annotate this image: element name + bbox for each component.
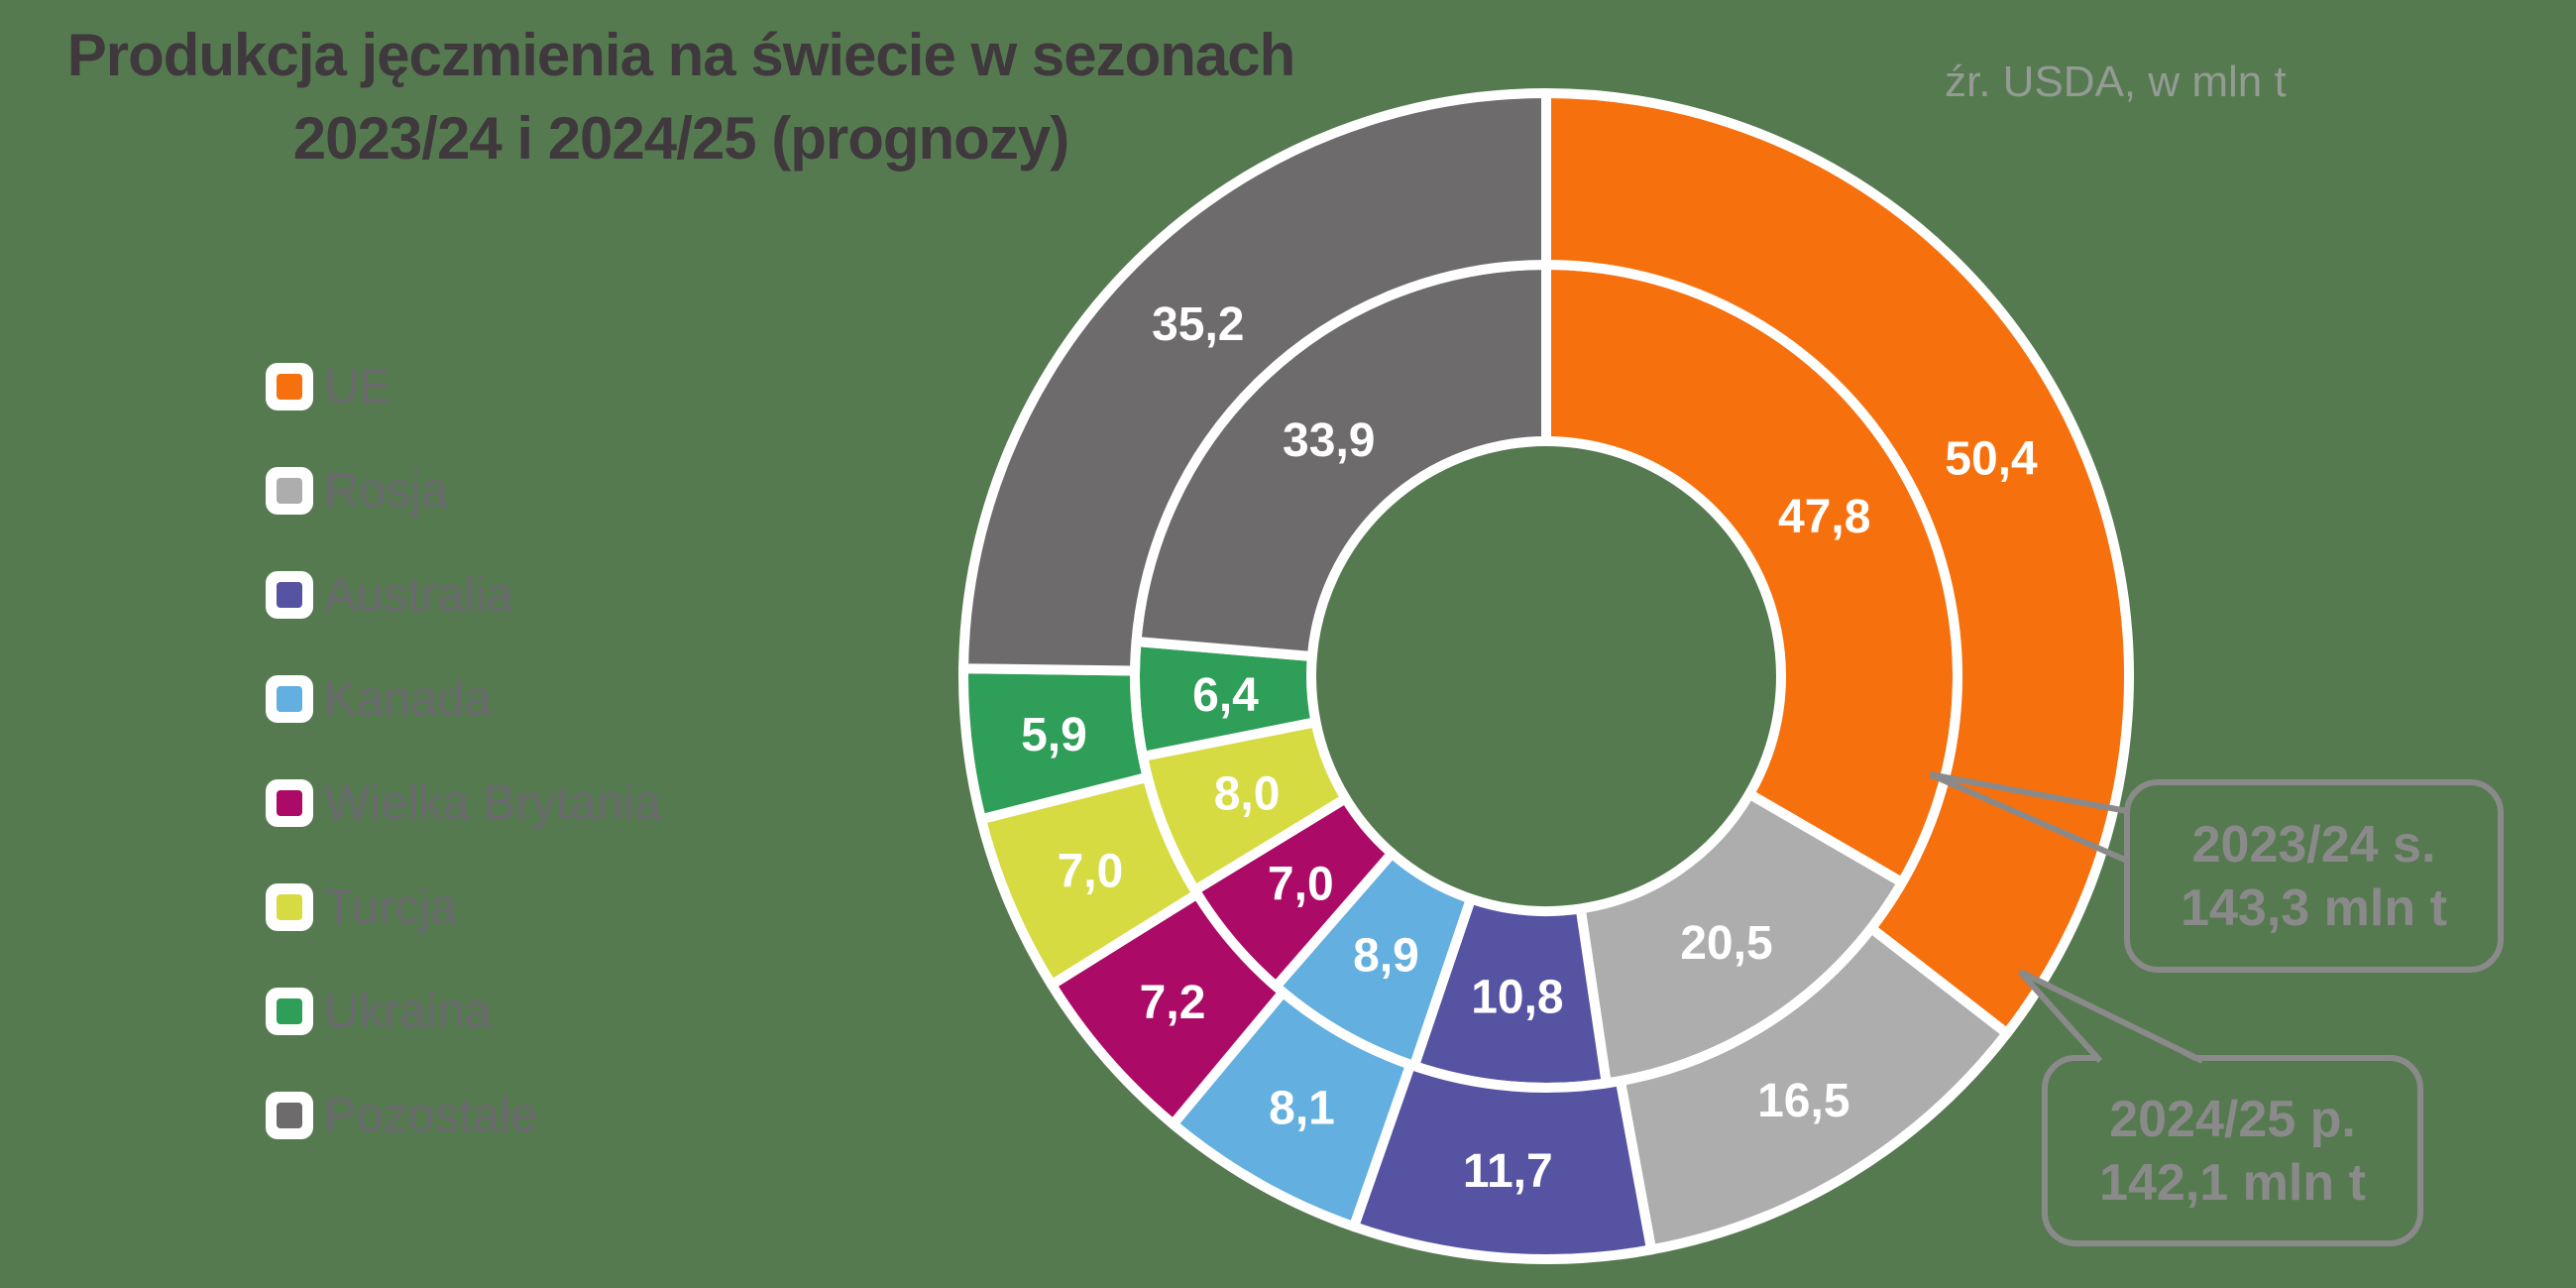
value-label-inner-australia: 10,8 bbox=[1471, 971, 1563, 1023]
value-label-inner-ukraina: 6,4 bbox=[1192, 669, 1259, 722]
legend-swatch-rosja bbox=[266, 467, 313, 515]
legend-label-ue: UE bbox=[324, 360, 392, 413]
legend-item-rosja: Rosja bbox=[266, 464, 661, 518]
legend-swatch-ue bbox=[266, 363, 313, 410]
callout-total-value: 142,1 mln t bbox=[2099, 1153, 2366, 1212]
legend-color-ue bbox=[277, 374, 302, 400]
value-label-inner-kanada: 8,9 bbox=[1353, 930, 1419, 983]
value-label-outer-ukraina: 5,9 bbox=[1021, 709, 1087, 761]
legend-label-kanada: Kanada bbox=[324, 672, 492, 726]
legend: UE Rosja Australia Kanada Wielka Brytania Tur… bbox=[266, 360, 661, 1196]
legend-color-kanada bbox=[277, 686, 302, 712]
value-label-inner-turcja: 8,0 bbox=[1214, 767, 1281, 820]
value-label-outer-wielka-brytania: 7,2 bbox=[1140, 977, 1206, 1029]
callout-season-label: 2024/25 p. bbox=[2109, 1090, 2356, 1148]
value-label-outer-pozostale: 35,2 bbox=[1152, 298, 1244, 351]
source-note: źr. USDA, w mln t bbox=[1945, 58, 2287, 106]
value-label-outer-australia: 11,7 bbox=[1463, 1145, 1553, 1198]
callout-season-2024-25: 2024/25 p. 142,1 mln t bbox=[2042, 1055, 2423, 1246]
legend-label-ukraina: Ukraina bbox=[324, 985, 492, 1038]
legend-color-pozostale bbox=[277, 1103, 302, 1128]
legend-item-ue: UE bbox=[266, 360, 661, 413]
legend-color-australia bbox=[277, 582, 302, 608]
callout-season-label: 2023/24 s. bbox=[2191, 815, 2436, 874]
legend-swatch-wielka-brytania bbox=[266, 779, 313, 827]
value-label-outer-ue: 50,4 bbox=[1945, 433, 2038, 486]
legend-item-australia: Australia bbox=[266, 568, 661, 622]
legend-color-ukraina bbox=[277, 998, 302, 1024]
legend-label-turcja: Turcja bbox=[324, 880, 458, 934]
legend-label-rosja: Rosja bbox=[324, 464, 449, 518]
legend-label-australia: Australia bbox=[324, 568, 513, 622]
legend-label-wielka-brytania: Wielka Brytania bbox=[324, 776, 662, 830]
callout-total-value: 143,3 mln t bbox=[2181, 878, 2447, 937]
callout-season-2023-24: 2023/24 s. 143,3 mln t bbox=[2124, 779, 2504, 973]
segment-outer-pozostale bbox=[958, 88, 1551, 676]
legend-color-turcja bbox=[277, 894, 302, 920]
legend-color-wielka-brytania bbox=[277, 790, 302, 816]
legend-swatch-australia bbox=[266, 571, 313, 619]
legend-item-wielka-brytania: Wielka Brytania bbox=[266, 776, 661, 830]
page-title: Produkcja jęczmienia na świecie w sezona… bbox=[4, 14, 1358, 180]
value-label-inner-ue: 47,8 bbox=[1778, 491, 1870, 543]
legend-item-turcja: Turcja bbox=[266, 880, 661, 934]
legend-item-kanada: Kanada bbox=[266, 672, 661, 726]
value-label-inner-rosja: 20,5 bbox=[1680, 917, 1772, 970]
legend-swatch-turcja bbox=[266, 883, 313, 931]
title-line-2: 2023/24 i 2024/25 (prognozy) bbox=[292, 105, 1069, 172]
legend-swatch-ukraina bbox=[266, 988, 313, 1035]
legend-item-ukraina: Ukraina bbox=[266, 985, 661, 1038]
legend-item-pozostale: Pozostałe bbox=[266, 1089, 661, 1142]
legend-label-pozostale: Pozostałe bbox=[324, 1089, 538, 1142]
value-label-inner-wielka-brytania: 7,0 bbox=[1268, 859, 1334, 911]
value-label-inner-pozostale: 33,9 bbox=[1283, 414, 1375, 467]
value-label-outer-turcja: 7,0 bbox=[1058, 846, 1124, 898]
legend-swatch-kanada bbox=[266, 675, 313, 723]
value-label-outer-rosja: 16,5 bbox=[1757, 1075, 1849, 1127]
legend-color-rosja bbox=[277, 478, 302, 504]
title-line-1: Produkcja jęczmienia na świecie w sezona… bbox=[66, 22, 1296, 88]
value-label-outer-kanada: 8,1 bbox=[1269, 1083, 1335, 1135]
legend-swatch-pozostale bbox=[266, 1092, 313, 1139]
